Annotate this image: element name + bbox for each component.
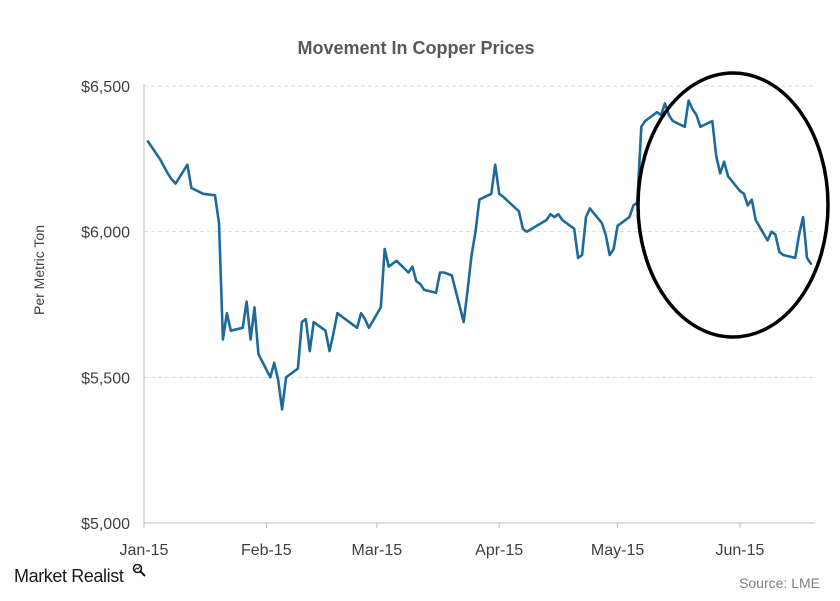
y-axis-label: Per Metric Ton [31, 225, 47, 315]
x-tick-label: Jan-15 [120, 542, 169, 559]
x-tick-label: May-15 [591, 542, 644, 559]
series-layer [146, 99, 813, 411]
y-tick-label: $5,500 [81, 370, 130, 387]
y-axis-ticks: $5,000 $5,500 $6,000 $6,500 [81, 79, 130, 533]
magnifier-icon [132, 563, 146, 577]
x-tick-label: Mar-15 [351, 542, 402, 559]
y-tick-label: $6,000 [81, 225, 130, 242]
x-tick-label: Feb-15 [241, 542, 292, 559]
axes [143, 84, 815, 524]
x-tick-label: Apr-15 [475, 542, 523, 559]
chart-title: Movement In Copper Prices [297, 38, 534, 58]
brand-logo: Market Realist [14, 566, 124, 586]
series-line [146, 99, 813, 411]
y-tick-label: $6,500 [81, 79, 130, 96]
x-tick-label: Jun-15 [715, 542, 764, 559]
highlight-circle [636, 71, 830, 339]
source-note: Source: LME [739, 575, 820, 591]
x-axis-ticks: Jan-15 Feb-15 Mar-15 Apr-15 May-15 Jun-15 [120, 523, 764, 559]
y-tick-label: $5,000 [81, 516, 130, 533]
